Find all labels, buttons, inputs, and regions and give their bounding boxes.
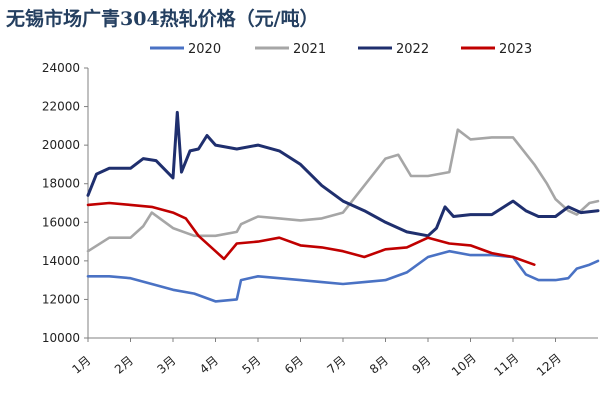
y-tick-label: 20000	[42, 138, 80, 152]
x-tick-label: 5月	[239, 353, 263, 376]
y-tick-label: 24000	[42, 61, 80, 75]
y-tick-label: 10000	[42, 331, 80, 345]
chart-title: 无锡市场广青304热轧价格（元/吨）	[6, 8, 319, 30]
x-tick-label: 6月	[282, 353, 306, 376]
x-tick-label: 4月	[197, 353, 221, 376]
series-line-2021	[86, 128, 600, 253]
series-line-2023	[86, 201, 536, 266]
x-tick-label: 3月	[154, 353, 178, 376]
chart-legend: 2020 2021 2022 2023	[150, 42, 532, 57]
x-tick-label: 8月	[367, 353, 391, 376]
x-tick-label: 2月	[112, 353, 136, 376]
y-tick-label: 12000	[42, 292, 80, 306]
x-tick-label: 10月	[449, 351, 479, 379]
y-tick-label: 18000	[42, 177, 80, 191]
y-tick-label: 14000	[42, 254, 80, 268]
x-tick-label: 7月	[324, 353, 348, 376]
x-tick-label: 12月	[534, 351, 564, 379]
legend-label-2022: 2022	[396, 42, 429, 57]
series-line-2022	[86, 110, 600, 238]
series-line-2020	[86, 249, 600, 303]
x-tick-label: 11月	[491, 351, 521, 379]
chart-lines	[86, 110, 600, 303]
legend-label-2020: 2020	[188, 42, 221, 57]
chart-axes: 10000 12000 14000 16000 18000 20000 22000 24000…	[42, 61, 598, 379]
x-tick-label: 9月	[409, 353, 433, 376]
y-tick-label: 22000	[42, 100, 80, 114]
legend-label-2021: 2021	[293, 42, 326, 57]
y-tick-label: 16000	[42, 215, 80, 229]
legend-label-2023: 2023	[499, 42, 532, 57]
x-tick-label: 1月	[69, 353, 93, 376]
